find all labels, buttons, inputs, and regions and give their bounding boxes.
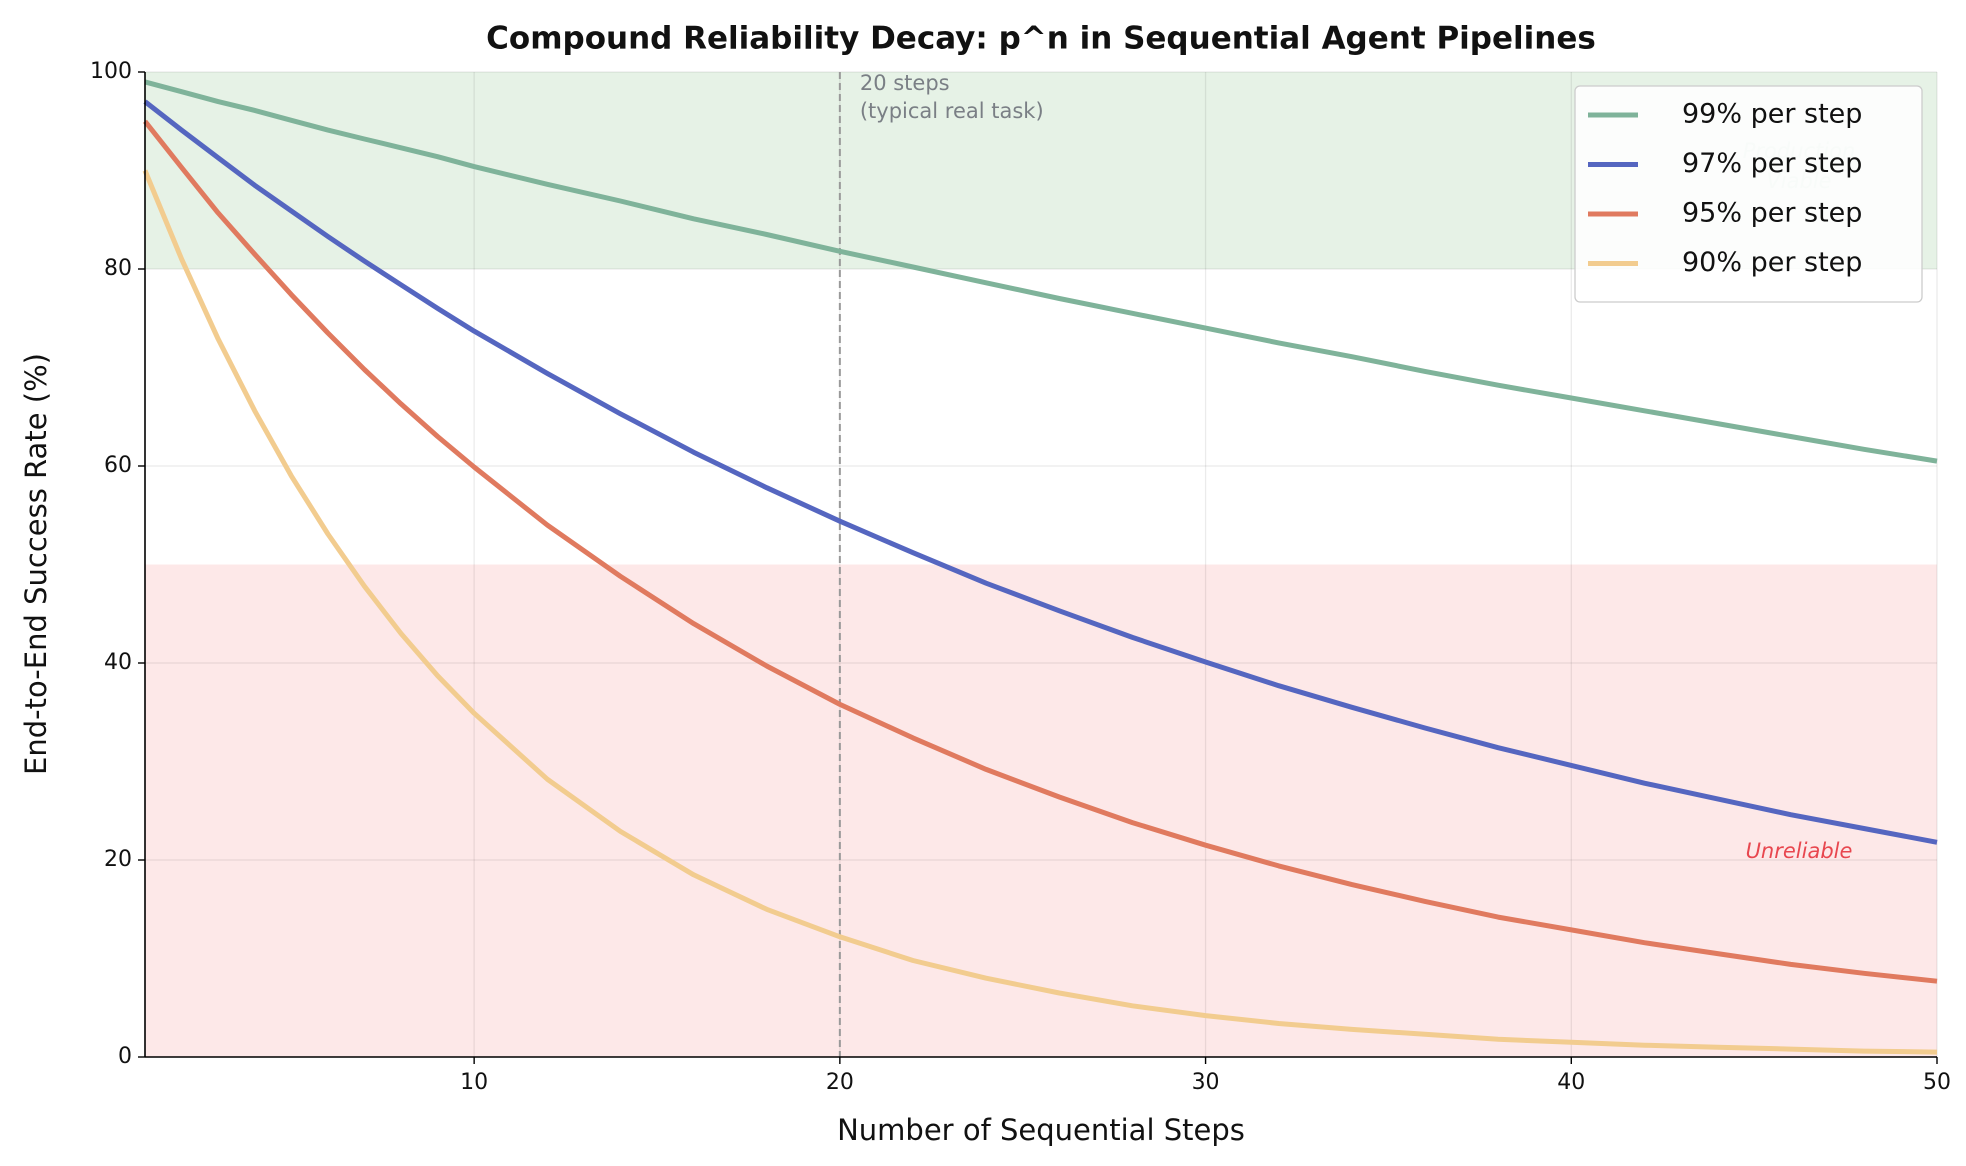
y-tick-label: 0: [118, 1044, 132, 1069]
legend-label: 99% per step: [1682, 99, 1862, 130]
x-tick-label: 30: [1192, 1070, 1220, 1095]
reference-label: 20 steps: [860, 71, 950, 95]
legend-box: [1574, 85, 1923, 303]
x-axis-label: Number of Sequential Steps: [837, 1113, 1245, 1147]
region-label: Unreliable: [1746, 839, 1853, 863]
x-tick-label: 40: [1557, 1070, 1585, 1095]
y-tick-label: 60: [104, 453, 132, 478]
region-band: [145, 564, 1937, 1057]
y-axis-label: End-to-End Success Rate (%): [19, 353, 53, 775]
chart-title: Compound Reliability Decay: p^n in Seque…: [486, 21, 1596, 57]
y-tick-label: 20: [104, 847, 132, 872]
x-tick-label: 10: [460, 1070, 488, 1095]
series-line: [143, 99, 1938, 845]
y-tick-label: 100: [90, 59, 132, 84]
x-tick-label: 50: [1923, 1070, 1951, 1095]
y-tick-label: 40: [104, 650, 132, 675]
y-tick-label: 80: [104, 256, 132, 281]
legend-label: 90% per step: [1682, 247, 1862, 278]
series-line: [142, 169, 1938, 1055]
legend-label: 97% per step: [1682, 148, 1862, 179]
legend-label: 95% per step: [1682, 198, 1862, 229]
series-line: [143, 119, 1938, 984]
reference-label: (typical real task): [860, 99, 1044, 123]
series-line: [144, 79, 1938, 464]
x-tick-label: 20: [826, 1070, 854, 1095]
